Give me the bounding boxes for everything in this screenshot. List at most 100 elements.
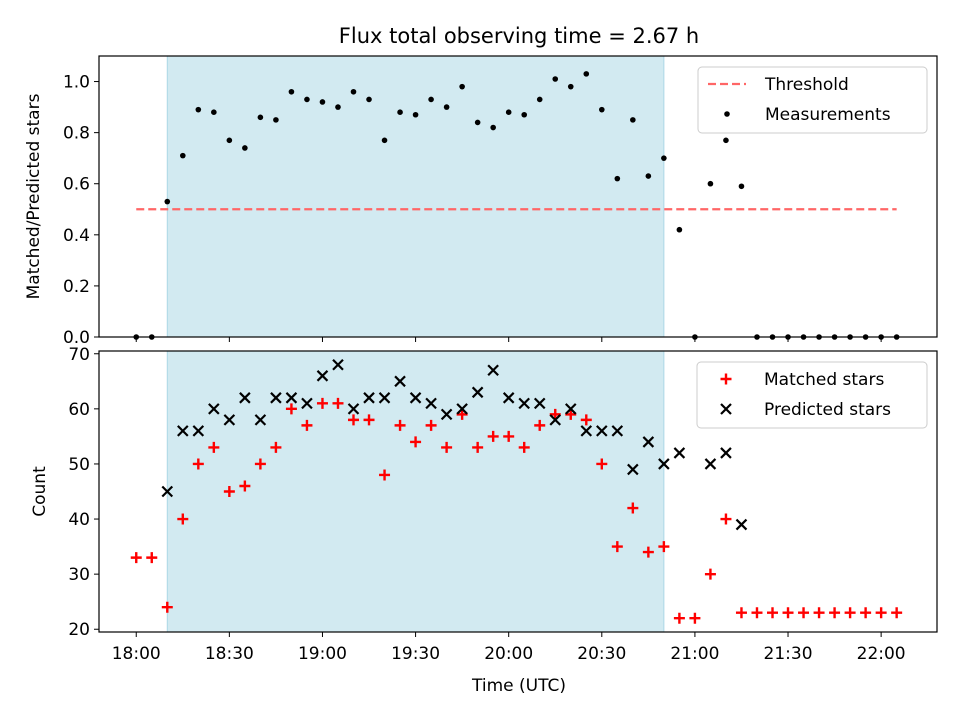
measurements-point xyxy=(319,99,326,105)
x-tick-label: 20:00 xyxy=(484,644,533,664)
measurements-point xyxy=(257,114,264,121)
measurements-point xyxy=(490,124,496,131)
matched-stars-point xyxy=(549,408,561,420)
x-tick-label: 18:30 xyxy=(205,644,254,664)
predicted-stars-point xyxy=(409,392,422,404)
y-tick-label: 30 xyxy=(68,565,90,585)
measurements-point xyxy=(567,83,574,90)
measurements-point xyxy=(397,109,403,115)
measurements-point xyxy=(412,111,419,118)
legend-label: Predicted stars xyxy=(764,400,891,420)
measurements-point xyxy=(661,155,667,161)
matched-stars-point xyxy=(673,612,685,624)
matched-stars-point xyxy=(751,607,763,619)
predicted-stars-point xyxy=(270,392,282,404)
measurements-point xyxy=(645,173,652,179)
measurements-point xyxy=(195,106,202,113)
matched-stars-point xyxy=(798,607,810,619)
measurements-point xyxy=(273,117,279,123)
predicted-stars-point xyxy=(549,414,562,426)
legend: Threshold Measurements xyxy=(697,66,928,134)
y-tick-label: 70 xyxy=(68,345,90,365)
matched-stars-point xyxy=(410,436,422,448)
matched-stars-point xyxy=(658,541,670,553)
matched-stars-point xyxy=(891,607,903,619)
y-tick-label: 0.2 xyxy=(63,277,90,297)
measurements-point xyxy=(707,180,714,187)
figure-title: Flux total observing time = 2.67 h xyxy=(339,24,699,48)
x-tick-label: 19:30 xyxy=(391,644,440,664)
predicted-stars-point xyxy=(580,425,593,437)
measurements-point xyxy=(676,226,683,233)
predicted-stars-point xyxy=(363,392,375,404)
measurements-point xyxy=(723,137,729,144)
predicted-stars-point xyxy=(332,358,344,371)
y-tick-label: 1.0 xyxy=(63,73,90,93)
predicted-stars-point xyxy=(518,397,530,410)
legend-label: Matched stars xyxy=(764,370,884,390)
matched-stars-point xyxy=(735,607,747,619)
matched-stars-point xyxy=(425,419,437,431)
y-tick-label: 0.4 xyxy=(63,226,90,246)
predicted-stars-point xyxy=(673,447,686,459)
measurements-point xyxy=(521,111,528,118)
matched-stars-point xyxy=(518,441,530,453)
legend-label: Measurements xyxy=(765,105,891,125)
predicted-stars-point xyxy=(239,392,251,404)
predicted-stars-point xyxy=(564,403,577,415)
predicted-stars-point xyxy=(658,458,670,470)
measurements-point xyxy=(164,198,171,205)
matched-stars-point xyxy=(161,601,173,613)
predicted-stars-point xyxy=(192,425,205,437)
measurements-point xyxy=(443,104,450,110)
predicted-stars-point xyxy=(378,392,391,404)
measurements-point xyxy=(536,96,543,103)
predicted-stars-point xyxy=(611,425,624,437)
matched-stars-point xyxy=(177,513,189,525)
flux-ratio-panel: 0.0 0.2 0.4 0.6 0.8 1.0 Matched/Predicted star… xyxy=(24,55,938,348)
matched-stars-point xyxy=(611,541,623,553)
matched-stars-point xyxy=(860,607,872,619)
axes-frame xyxy=(98,350,938,633)
measurements-point xyxy=(428,96,434,103)
matched-stars-point xyxy=(720,513,732,525)
matched-stars-point xyxy=(503,430,515,442)
legend-measurements-swatch xyxy=(724,111,730,117)
measurements-point xyxy=(180,152,186,159)
measurements-point xyxy=(350,88,357,95)
matched-stars-point xyxy=(441,441,453,453)
observing-window-shade xyxy=(166,350,665,633)
measurements-point xyxy=(381,137,388,144)
predicted-stars-point xyxy=(394,375,406,388)
predicted-stars-point xyxy=(161,485,174,498)
measurements-point xyxy=(630,117,636,123)
predicted-stars-point xyxy=(208,403,220,415)
predicted-stars-point xyxy=(456,403,468,415)
y-tick-label: 50 xyxy=(68,455,90,475)
predicted-stars-point xyxy=(425,397,437,410)
predicted-stars-point xyxy=(301,397,313,410)
matched-stars-point xyxy=(534,419,546,431)
matched-stars-point xyxy=(487,430,499,442)
predicted-stars-point xyxy=(533,397,546,410)
observing-window-shade xyxy=(166,55,665,338)
y-tick-label: 0.8 xyxy=(63,124,90,144)
matched-stars-point xyxy=(704,568,716,580)
x-tick-label: 21:30 xyxy=(764,644,813,664)
y-tick-label: 20 xyxy=(68,620,90,640)
predicted-stars-point xyxy=(285,392,298,404)
predicted-stars-point xyxy=(316,370,329,382)
legend: Matched stars Predicted stars xyxy=(696,361,928,429)
matched-stars-point xyxy=(875,607,887,619)
matched-stars-point xyxy=(348,414,360,426)
matched-stars-point xyxy=(394,419,406,431)
measurements-point xyxy=(366,96,372,103)
y-axis-label: Count xyxy=(30,466,50,517)
predicted-stars-point xyxy=(642,436,655,448)
measurements-point xyxy=(474,119,481,126)
y-tick-label: 0.0 xyxy=(63,328,90,348)
legend-predicted-swatch xyxy=(720,403,732,415)
matched-stars-point xyxy=(363,414,375,426)
matched-stars-point xyxy=(192,458,204,470)
